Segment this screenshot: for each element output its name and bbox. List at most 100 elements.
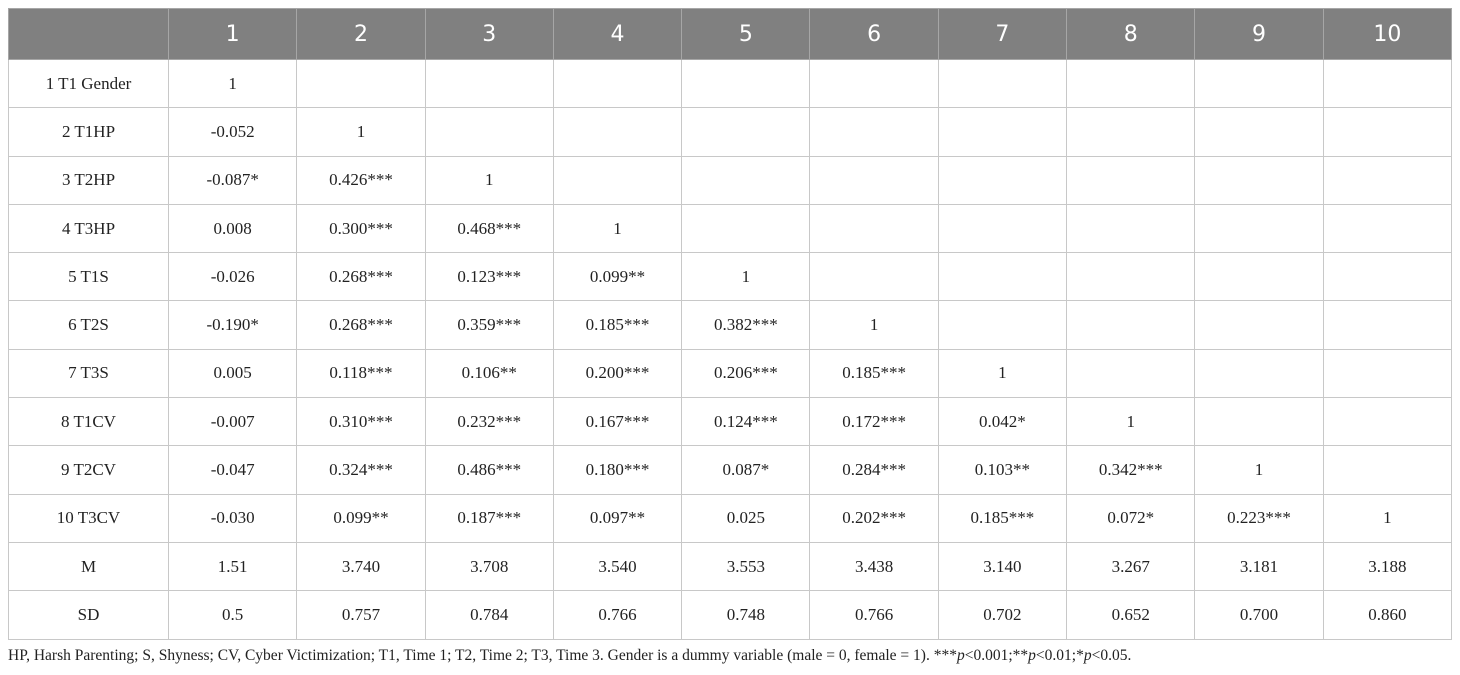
empty-cell	[1194, 203, 1324, 254]
table-row: 7 T3S 0.005 0.118*** 0.106** 0.200*** 0.206**…	[8, 348, 1453, 399]
empty-cell	[552, 107, 683, 157]
empty-cell	[1194, 397, 1324, 447]
cell: 3.188	[1322, 541, 1453, 592]
footnote-italic: p	[1028, 647, 1036, 664]
table-row: 2 T1HP -0.052 1	[8, 107, 1453, 157]
cell: 1.51	[167, 541, 298, 592]
table-row: 10 T3CV -0.030 0.099** 0.187*** 0.097** 0.025…	[8, 493, 1453, 543]
empty-cell	[937, 203, 1068, 254]
cell: -0.030	[167, 493, 298, 543]
cell: 0.099**	[552, 252, 683, 302]
column-header: 7	[937, 8, 1068, 60]
empty-cell	[1194, 107, 1324, 157]
empty-cell	[1322, 300, 1453, 350]
footnote-italic: p	[1083, 647, 1092, 664]
cell: 0.468***	[424, 203, 554, 254]
correlation-table: 1 2 3 4 5 6 7 8 9 10 1 T1 Gender 1 2 T1HP -0.052 1 3 T…	[8, 8, 1453, 640]
cell: 0.008	[167, 203, 298, 254]
empty-cell	[424, 107, 554, 157]
cell: 0.382***	[681, 300, 811, 350]
cell: 3.181	[1194, 541, 1324, 592]
empty-cell	[1322, 445, 1453, 495]
cell: 0.232***	[424, 397, 554, 447]
header-row: 1 2 3 4 5 6 7 8 9 10	[8, 8, 1453, 60]
cell: 0.342***	[1066, 445, 1196, 495]
empty-cell	[1322, 252, 1453, 302]
footnote-text: <0.01;*	[1035, 647, 1084, 664]
empty-cell	[1066, 348, 1196, 399]
cell: 0.185***	[937, 493, 1068, 543]
footnote-text: <0.05.	[1091, 647, 1132, 664]
column-header: 4	[552, 8, 683, 60]
cell: 3.708	[424, 541, 554, 592]
cell: 0.185***	[809, 348, 939, 399]
empty-cell	[809, 107, 939, 157]
column-header: 8	[1066, 8, 1196, 60]
empty-cell	[681, 107, 811, 157]
cell: 1	[937, 348, 1068, 399]
cell: 0.284***	[809, 445, 939, 495]
table-row: 5 T1S -0.026 0.268*** 0.123*** 0.099** 1	[8, 252, 1453, 302]
empty-cell	[1066, 107, 1196, 157]
empty-cell	[1322, 155, 1453, 205]
cell: 0.426***	[296, 155, 426, 205]
empty-cell	[809, 252, 939, 302]
cell: 1	[424, 155, 554, 205]
table-body: 1 T1 Gender 1 2 T1HP -0.052 1 3 T2HP -0.087* 0.…	[8, 58, 1453, 640]
cell: 0.123***	[424, 252, 554, 302]
table-row: 8 T1CV -0.007 0.310*** 0.232*** 0.167*** 0.12…	[8, 397, 1453, 447]
header-corner	[8, 8, 169, 60]
cell: 0.359***	[424, 300, 554, 350]
cell: 3.438	[809, 541, 939, 592]
empty-cell	[809, 155, 939, 205]
empty-cell	[1322, 107, 1453, 157]
cell: 1	[552, 203, 683, 254]
column-header: 6	[809, 8, 939, 60]
column-header: 3	[424, 8, 554, 60]
cell: 1	[681, 252, 811, 302]
cell: 3.540	[552, 541, 683, 592]
footnote-text: <0.001;**	[964, 647, 1029, 664]
table-container: 1 2 3 4 5 6 7 8 9 10 1 T1 Gender 1 2 T1HP -0.052 1 3 T…	[8, 8, 1453, 640]
cell: 1	[1194, 445, 1324, 495]
footnote-italic: p	[956, 647, 965, 664]
empty-cell	[1194, 300, 1324, 350]
cell: 0.124***	[681, 397, 811, 447]
cell: 0.087*	[681, 445, 811, 495]
cell: 0.005	[167, 348, 298, 399]
empty-cell	[937, 155, 1068, 205]
cell: 3.267	[1066, 541, 1196, 592]
cell: 3.140	[937, 541, 1068, 592]
table-row: 3 T2HP -0.087* 0.426*** 1	[8, 155, 1453, 205]
cell: 0.223***	[1194, 493, 1324, 543]
cell: 0.099**	[296, 493, 426, 543]
cell: 0.860	[1322, 590, 1453, 640]
cell: 0.310***	[296, 397, 426, 447]
empty-cell	[1322, 203, 1453, 254]
empty-cell	[1194, 155, 1324, 205]
empty-cell	[937, 300, 1068, 350]
cell: 0.324***	[296, 445, 426, 495]
cell: 0.5	[167, 590, 298, 640]
row-label: 1 T1 Gender	[8, 58, 169, 109]
cell: 0.757	[296, 590, 426, 640]
empty-cell	[552, 58, 683, 109]
empty-cell	[424, 58, 554, 109]
cell: 3.740	[296, 541, 426, 592]
row-label: 2 T1HP	[8, 107, 169, 157]
table-row: 4 T3HP 0.008 0.300*** 0.468*** 1	[8, 203, 1453, 254]
empty-cell	[1194, 348, 1324, 399]
cell: -0.026	[167, 252, 298, 302]
cell: 0.268***	[296, 300, 426, 350]
empty-cell	[809, 58, 939, 109]
cell: 0.172***	[809, 397, 939, 447]
cell: 0.118***	[296, 348, 426, 399]
row-label: 7 T3S	[8, 348, 169, 399]
cell: 0.072*	[1066, 493, 1196, 543]
cell: 1	[167, 58, 298, 109]
row-label: SD	[8, 590, 169, 640]
cell: 1	[809, 300, 939, 350]
table-row: SD 0.5 0.757 0.784 0.766 0.748 0.766 0.702 0.652…	[8, 590, 1453, 640]
cell: 0.300***	[296, 203, 426, 254]
cell: 0.167***	[552, 397, 683, 447]
